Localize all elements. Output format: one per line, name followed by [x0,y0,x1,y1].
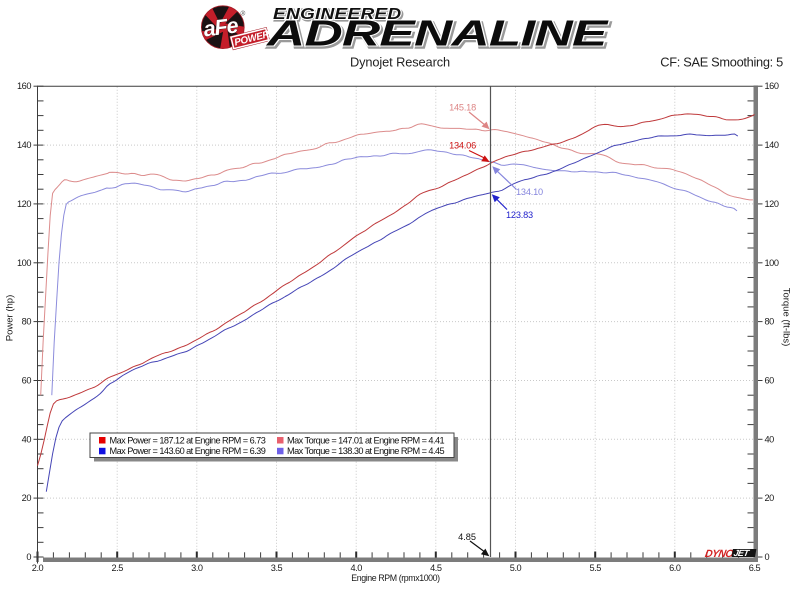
svg-text:Max Power = 187.12 at Engine R: Max Power = 187.12 at Engine RPM = 6.73 [110,435,266,445]
svg-text:140: 140 [17,140,31,150]
svg-text:Torque (ft-lbs): Torque (ft-lbs) [781,288,792,347]
svg-text:5.5: 5.5 [589,563,601,573]
svg-text:20: 20 [765,493,775,503]
svg-text:3.5: 3.5 [271,563,283,573]
svg-text:160: 160 [17,81,31,91]
svg-text:Engine RPM (rpmx1000): Engine RPM (rpmx1000) [351,573,440,583]
svg-text:ADRENALINE: ADRENALINE [267,15,611,56]
svg-text:ENGINEERED: ENGINEERED [273,5,402,23]
svg-text:40: 40 [765,434,775,444]
svg-text:Power (hp): Power (hp) [5,295,16,341]
svg-text:2.0: 2.0 [32,563,44,573]
svg-text:20: 20 [22,493,32,503]
svg-text:80: 80 [765,317,775,327]
svg-text:®: ® [241,10,246,18]
svg-text:60: 60 [22,376,32,386]
svg-text:40: 40 [22,434,32,444]
svg-text:120: 120 [17,199,31,209]
svg-text:100: 100 [17,258,31,268]
svg-text:ENGINEERED: ENGINEERED [274,6,403,24]
svg-text:2.5: 2.5 [111,563,123,573]
svg-text:100: 100 [765,258,779,268]
svg-text:123.83: 123.83 [506,210,533,220]
svg-text:80: 80 [22,317,32,327]
svg-text:145.18: 145.18 [449,103,476,113]
svg-text:4.5: 4.5 [430,563,442,573]
svg-text:140: 140 [765,140,779,150]
svg-text:Max Power = 143.60 at Engine R: Max Power = 143.60 at Engine RPM = 6.39 [110,446,266,456]
svg-text:Max Torque = 147.01 at Engine: Max Torque = 147.01 at Engine RPM = 4.41 [287,435,445,445]
svg-text:0: 0 [26,552,31,562]
svg-text:4.0: 4.0 [350,563,362,573]
svg-text:160: 160 [765,81,779,91]
svg-text:3.0: 3.0 [191,563,203,573]
svg-text:CF: SAE Smoothing: 5: CF: SAE Smoothing: 5 [660,55,783,70]
svg-text:0: 0 [765,552,770,562]
svg-text:60: 60 [765,376,775,386]
svg-text:Max Torque = 138.30 at Engine: Max Torque = 138.30 at Engine RPM = 4.45 [287,446,445,456]
svg-text:6.5: 6.5 [749,563,761,573]
svg-text:5.0: 5.0 [510,563,522,573]
svg-text:6.0: 6.0 [669,563,681,573]
svg-text:4.85: 4.85 [458,532,476,542]
svg-text:134.10: 134.10 [516,187,543,197]
svg-text:134.06: 134.06 [449,141,476,151]
svg-text:ADRENALINE: ADRENALINE [266,13,610,54]
svg-text:JET: JET [733,548,751,558]
svg-text:DYNO: DYNO [704,548,735,560]
svg-text:120: 120 [765,199,779,209]
svg-text:Dynojet Research: Dynojet Research [350,55,450,70]
